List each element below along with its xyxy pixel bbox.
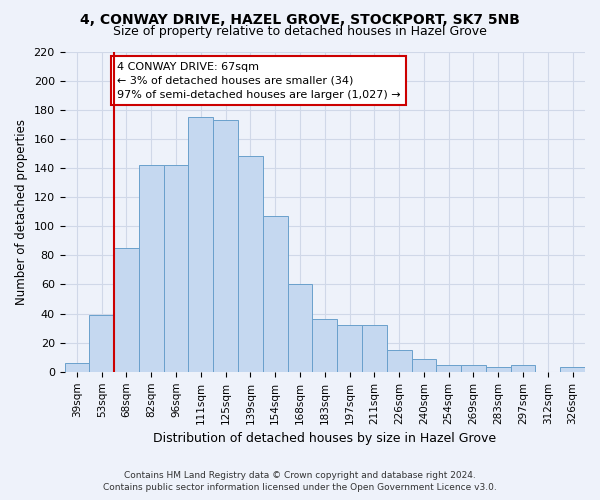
Bar <box>511 364 535 372</box>
Bar <box>313 320 337 372</box>
Bar <box>461 364 486 372</box>
Bar <box>387 350 412 372</box>
Bar <box>213 120 238 372</box>
Bar <box>412 358 436 372</box>
Y-axis label: Number of detached properties: Number of detached properties <box>15 118 28 304</box>
Text: 4 CONWAY DRIVE: 67sqm
← 3% of detached houses are smaller (34)
97% of semi-detac: 4 CONWAY DRIVE: 67sqm ← 3% of detached h… <box>116 62 400 100</box>
Bar <box>238 156 263 372</box>
Bar <box>65 363 89 372</box>
Bar <box>337 325 362 372</box>
Text: Size of property relative to detached houses in Hazel Grove: Size of property relative to detached ho… <box>113 25 487 38</box>
Bar <box>139 165 164 372</box>
Bar <box>89 315 114 372</box>
X-axis label: Distribution of detached houses by size in Hazel Grove: Distribution of detached houses by size … <box>153 432 496 445</box>
Text: 4, CONWAY DRIVE, HAZEL GROVE, STOCKPORT, SK7 5NB: 4, CONWAY DRIVE, HAZEL GROVE, STOCKPORT,… <box>80 12 520 26</box>
Bar <box>263 216 287 372</box>
Bar <box>560 368 585 372</box>
Bar <box>436 364 461 372</box>
Bar <box>188 117 213 372</box>
Bar <box>164 165 188 372</box>
Text: Contains HM Land Registry data © Crown copyright and database right 2024.
Contai: Contains HM Land Registry data © Crown c… <box>103 471 497 492</box>
Bar <box>287 284 313 372</box>
Bar <box>486 368 511 372</box>
Bar <box>114 248 139 372</box>
Bar <box>362 325 387 372</box>
